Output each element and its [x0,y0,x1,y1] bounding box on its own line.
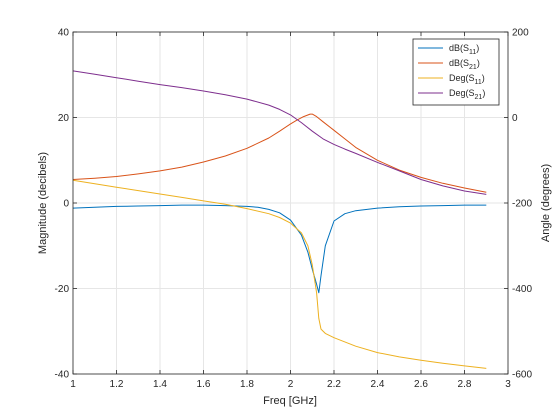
y-tick-label-left: 0 [63,199,69,210]
legend-label-s11_db: dB(S11) [449,43,479,56]
x-tick-label: 1.8 [240,379,254,390]
x-tick-label: 1 [70,379,76,390]
x-tick-label: 2 [288,379,294,390]
y-tick-label-right: 200 [512,28,529,39]
x-tick-label: 1.4 [153,379,167,390]
legend-label-s11_deg: Deg(S11) [449,73,485,86]
tick-labels: 1 1.2 1.4 1.6 1.8 2 2.2 2.4 2.6 2.8 3-40-2002040-6… [55,28,533,391]
x-tick-label: 2.8 [458,379,472,390]
y-axis-label-right: Angle (degrees) [540,164,552,242]
y-tick-label-left: 20 [58,113,70,124]
y-tick-label-left: 40 [58,28,70,39]
x-tick-label: 1.6 [197,379,211,390]
series-line-s21_db [72,113,487,193]
x-tick-label: 3 [505,379,511,390]
series-line-s21_deg [72,70,487,195]
y-axis-label-left: Magnitude (decibels) [37,152,49,254]
series-group [72,70,487,369]
legend-label-s21_db: dB(S21) [449,58,480,71]
x-tick-label: 2.6 [414,379,428,390]
y-tick-label-right: -600 [512,370,532,381]
x-tick-label: 2.4 [371,379,385,390]
y-tick-label-right: -400 [512,284,532,295]
x-tick-label: 1.2 [110,379,124,390]
x-tick-label: 2.2 [327,379,341,390]
legend-label-s21_deg: Deg(S21) [449,88,485,101]
series-line-s11_deg [72,179,487,369]
y-tick-label-left: -20 [55,284,70,295]
y-tick-label-right: -200 [512,199,532,210]
x-axis-label: Freq [GHz] [263,395,317,407]
axis-ticks [72,31,509,375]
series-line-s11_db [72,204,487,294]
y-tick-label-right: 0 [512,113,518,124]
legend-box [412,38,500,106]
y-tick-label-left: -40 [55,370,70,381]
legend: dB(S11) dB(S21) Deg(S11) Deg(S21) [412,38,500,106]
